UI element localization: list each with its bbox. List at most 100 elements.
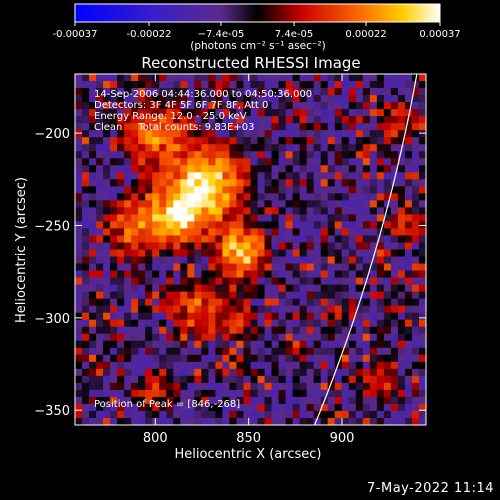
heatmap-cell: [138, 256, 146, 264]
heatmap-cell: [243, 151, 251, 159]
heatmap-cell: [145, 186, 153, 194]
heatmap-cell: [355, 88, 364, 96]
heatmap-cell: [362, 333, 371, 342]
heatmap-cell: [299, 403, 308, 412]
heatmap-cell: [397, 228, 406, 236]
heatmap-cell: [362, 326, 371, 335]
heatmap-cell: [229, 347, 237, 356]
heatmap-cell: [334, 403, 343, 412]
heatmap-cell: [250, 249, 258, 257]
heatmap-cell: [166, 186, 174, 194]
heatmap-cell: [75, 389, 83, 398]
heatmap-cell: [180, 410, 188, 419]
heatmap-cell: [96, 326, 104, 335]
heatmap-cell: [271, 144, 279, 152]
heatmap-cell: [397, 235, 406, 243]
heatmap-cell: [117, 354, 125, 363]
heatmap-cell: [292, 151, 301, 159]
heatmap-cell: [264, 200, 272, 208]
heatmap-cell: [103, 235, 111, 243]
heatmap-cell: [271, 102, 279, 110]
heatmap-cell: [348, 193, 357, 201]
heatmap-cell: [222, 305, 230, 314]
heatmap-cell: [138, 410, 146, 419]
heatmap-cell: [243, 144, 251, 152]
heatmap-cell: [236, 284, 244, 293]
heatmap-cell: [117, 291, 125, 300]
heatmap-cell: [124, 361, 132, 370]
heatmap-cell: [327, 312, 336, 321]
heatmap-cell: [285, 270, 294, 278]
heatmap-cell: [397, 221, 406, 229]
heatmap-cell: [229, 417, 237, 425]
heatmap-cell: [390, 242, 399, 250]
heatmap-cell: [152, 109, 160, 117]
heatmap-cell: [327, 179, 336, 187]
heatmap-cell: [236, 389, 244, 398]
heatmap-cell: [75, 396, 83, 405]
heatmap-cell: [341, 172, 350, 180]
heatmap-cell: [194, 221, 202, 229]
heatmap-cell: [208, 410, 216, 419]
heatmap-cell: [89, 151, 97, 159]
heatmap-cell: [292, 319, 301, 328]
heatmap-cell: [383, 403, 392, 412]
heatmap-cell: [327, 172, 336, 180]
heatmap-cell: [159, 102, 167, 110]
heatmap-cell: [362, 123, 371, 131]
heatmap-cell: [173, 221, 181, 229]
heatmap-cell: [355, 137, 364, 145]
heatmap-cell: [313, 109, 322, 117]
heatmap-cell: [411, 340, 420, 349]
heatmap-cell: [201, 102, 209, 110]
heatmap-cell: [383, 375, 392, 384]
heatmap-cell: [96, 74, 104, 82]
heatmap-cell: [397, 270, 406, 278]
heatmap-cell: [194, 368, 202, 377]
heatmap-cell: [110, 270, 118, 278]
heatmap-cell: [404, 340, 413, 349]
heatmap-cell: [285, 109, 294, 117]
heatmap-cell: [334, 305, 343, 314]
heatmap-cell: [292, 382, 301, 391]
heatmap-cell: [243, 410, 251, 419]
heatmap-cell: [285, 291, 294, 300]
heatmap-cell: [355, 263, 364, 271]
heatmap-cell: [124, 347, 132, 356]
heatmap-cell: [348, 186, 357, 194]
heatmap-cell: [411, 375, 420, 384]
heatmap-cell: [187, 319, 195, 328]
heatmap-cell: [208, 116, 216, 124]
heatmap-cell: [145, 326, 153, 335]
heatmap-cell: [313, 74, 322, 82]
heatmap-cell: [159, 74, 167, 82]
heatmap-cell: [418, 186, 426, 194]
heatmap-cell: [117, 116, 125, 124]
heatmap-cell: [131, 235, 139, 243]
heatmap-cell: [299, 382, 308, 391]
heatmap-cell: [418, 193, 426, 201]
heatmap-cell: [369, 242, 378, 250]
heatmap-cell: [159, 207, 167, 215]
heatmap-cell: [278, 179, 286, 187]
heatmap-cell: [362, 382, 371, 391]
heatmap-cell: [285, 256, 294, 264]
heatmap-cell: [215, 193, 223, 201]
heatmap-cell: [145, 361, 153, 370]
heatmap-cell: [404, 333, 413, 342]
heatmap-cell: [397, 165, 406, 173]
heatmap-cell: [117, 186, 125, 194]
heatmap-cell: [82, 151, 90, 159]
heatmap-cell: [299, 123, 308, 131]
peak-position-label: Position of Peak = [846,-268]: [94, 399, 240, 410]
heatmap-cell: [390, 88, 399, 96]
heatmap-cell: [264, 186, 272, 194]
heatmap-cell: [278, 368, 286, 377]
heatmap-cell: [327, 207, 336, 215]
heatmap-cell: [201, 81, 209, 89]
heatmap-cell: [89, 235, 97, 243]
heatmap-cell: [159, 263, 167, 271]
heatmap-cell: [327, 74, 336, 82]
heatmap-cell: [313, 88, 322, 96]
heatmap-cell: [362, 242, 371, 250]
